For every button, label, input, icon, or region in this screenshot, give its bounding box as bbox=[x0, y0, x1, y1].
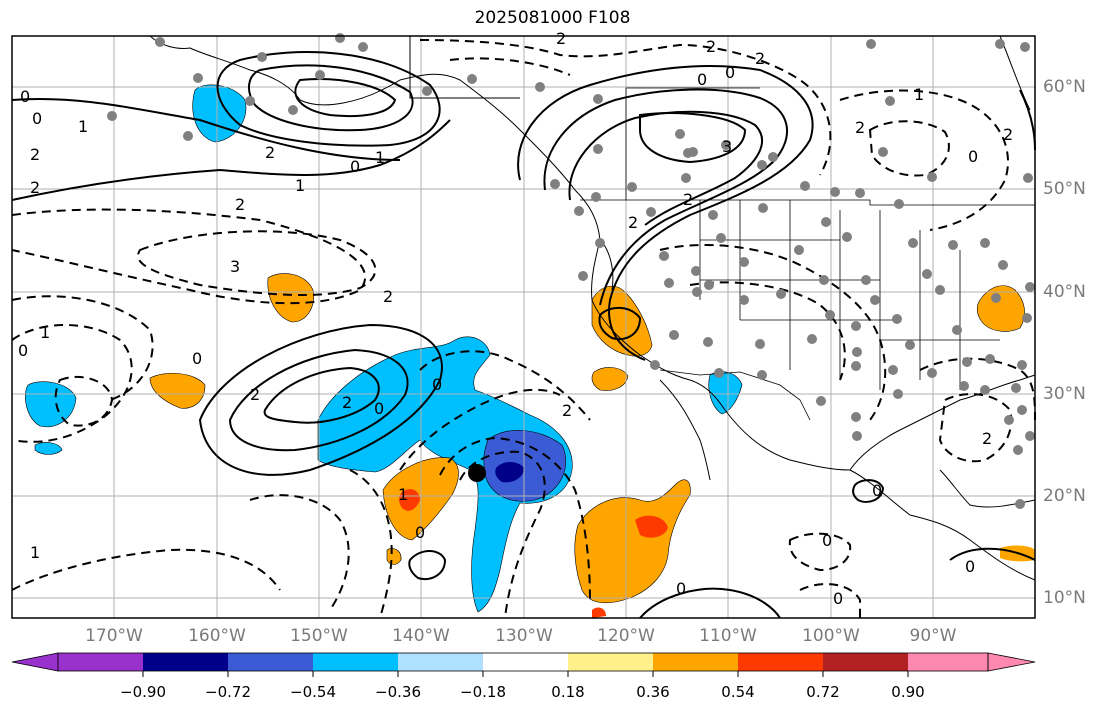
colorbar-segment-0 bbox=[11, 652, 59, 672]
colorbar-tick-label: −0.90 bbox=[120, 683, 166, 701]
lon-label: 140°W bbox=[392, 626, 450, 646]
contour-labels: 0 0 1 2 2 2 0 1 1 2 3 2 1 0 0 2 2 0 0 2 … bbox=[18, 29, 1013, 608]
colorbar-segment-2 bbox=[143, 653, 228, 671]
colorbar-segment-1 bbox=[58, 653, 143, 671]
colorbar-tick-label: −0.36 bbox=[375, 683, 421, 701]
contour-label: 0 bbox=[20, 87, 30, 106]
positive-region-california bbox=[591, 285, 653, 357]
contour-label: 2 bbox=[755, 49, 765, 68]
graticule bbox=[12, 36, 1035, 618]
contour-label: 0 bbox=[374, 399, 384, 418]
contour-label: 1 bbox=[295, 176, 305, 195]
lon-label: 90°W bbox=[909, 626, 957, 646]
contour-label: 3 bbox=[722, 137, 732, 156]
colorbar-segment-4 bbox=[313, 653, 398, 671]
lon-label: 130°W bbox=[495, 626, 553, 646]
dashed-contours bbox=[11, 39, 1036, 619]
political-borders bbox=[580, 87, 1035, 421]
colorbar-segment-3 bbox=[228, 653, 313, 671]
lat-label: 20°N bbox=[1043, 486, 1086, 506]
contour-label: 0 bbox=[415, 523, 425, 542]
contour-label: 1 bbox=[914, 85, 924, 104]
contour-label: 2 bbox=[30, 145, 40, 164]
contour-label: 0 bbox=[32, 109, 42, 128]
contour-label: 2 bbox=[250, 385, 260, 404]
contour-label: 2 bbox=[342, 393, 352, 412]
contour-label: 2 bbox=[235, 195, 245, 214]
colorbar-tick-label: −0.72 bbox=[205, 683, 251, 701]
negative-region-central bbox=[317, 336, 573, 613]
contour-label: 2 bbox=[30, 178, 40, 197]
lat-label: 50°N bbox=[1043, 179, 1086, 199]
contour-label: 0 bbox=[822, 531, 832, 550]
contour-label: 0 bbox=[965, 557, 975, 576]
contour-label: 0 bbox=[872, 481, 882, 500]
contour-label: 2 bbox=[855, 118, 865, 137]
contour-label: 2 bbox=[1003, 125, 1013, 144]
contour-label: 0 bbox=[697, 70, 707, 89]
colorbar-tick-label: −0.18 bbox=[460, 683, 506, 701]
colorbar-segment-5 bbox=[398, 653, 483, 671]
positive-region-south bbox=[574, 479, 691, 604]
contour-label: 1 bbox=[375, 148, 385, 167]
contour-label: 2 bbox=[683, 190, 693, 209]
colorbar-tick-label: 0.18 bbox=[551, 683, 585, 701]
colorbar-tick-label: 0.36 bbox=[636, 683, 670, 701]
colorbar-segment-10 bbox=[823, 653, 908, 671]
positive-region-north bbox=[267, 273, 314, 323]
map-title: 2025081000 F108 bbox=[474, 8, 631, 28]
contour-label: 1 bbox=[40, 323, 50, 342]
contour-label: 0 bbox=[192, 349, 202, 368]
colorbar-tick-label: −0.54 bbox=[290, 683, 336, 701]
station-markers bbox=[107, 33, 1035, 509]
lon-label: 160°W bbox=[188, 626, 246, 646]
positive-region-east bbox=[976, 285, 1025, 332]
contour-label: 1 bbox=[398, 485, 408, 504]
contour-label: 2 bbox=[706, 37, 716, 56]
colorbar-tick-label: 0.90 bbox=[891, 683, 925, 701]
lat-label: 60°N bbox=[1043, 77, 1086, 97]
colorbar bbox=[11, 652, 1036, 677]
lon-label: 120°W bbox=[597, 626, 655, 646]
map-frame bbox=[11, 35, 1036, 619]
contours bbox=[11, 51, 1036, 619]
contour-label: 3 bbox=[230, 257, 240, 276]
contour-label: 0 bbox=[18, 341, 28, 360]
contour-label: 0 bbox=[676, 579, 686, 598]
lon-label: 100°W bbox=[802, 626, 860, 646]
colorbar-segment-8 bbox=[653, 653, 738, 671]
lat-label: 30°N bbox=[1043, 384, 1086, 404]
contour-label: 2 bbox=[265, 143, 275, 162]
contour-label: 0 bbox=[833, 589, 843, 608]
negative-region-alaska bbox=[192, 84, 247, 143]
colorbar-segment-9 bbox=[738, 653, 823, 671]
lon-label: 170°W bbox=[85, 626, 143, 646]
contour-label: 0 bbox=[350, 157, 360, 176]
contour-label: 2 bbox=[562, 401, 572, 420]
contour-label: 0 bbox=[968, 147, 978, 166]
contour-label: 2 bbox=[982, 429, 992, 448]
contour-label: 2 bbox=[556, 29, 566, 48]
lon-label: 150°W bbox=[290, 626, 348, 646]
lat-label: 10°N bbox=[1043, 588, 1086, 608]
colorbar-segment-11 bbox=[908, 653, 988, 671]
contour-label: 0 bbox=[432, 375, 442, 394]
contour-label: 2 bbox=[628, 213, 638, 232]
contour-label: 1 bbox=[30, 543, 40, 562]
contour-label: 2 bbox=[383, 287, 393, 306]
negative-region-west bbox=[25, 381, 77, 428]
colorbar-segment-6 bbox=[483, 653, 568, 671]
lat-label: 40°N bbox=[1043, 282, 1086, 302]
colorbar-tick-label: 0.54 bbox=[721, 683, 755, 701]
colorbar-segment-12 bbox=[987, 652, 1036, 672]
negative-region-center bbox=[495, 462, 524, 483]
colorbar-segment-7 bbox=[568, 653, 653, 671]
contour-label: 0 bbox=[725, 63, 735, 82]
lon-label: 110°W bbox=[699, 626, 757, 646]
contour-label: 1 bbox=[78, 117, 88, 136]
storm-center-marker bbox=[468, 464, 486, 482]
colorbar-tick-label: 0.72 bbox=[806, 683, 840, 701]
